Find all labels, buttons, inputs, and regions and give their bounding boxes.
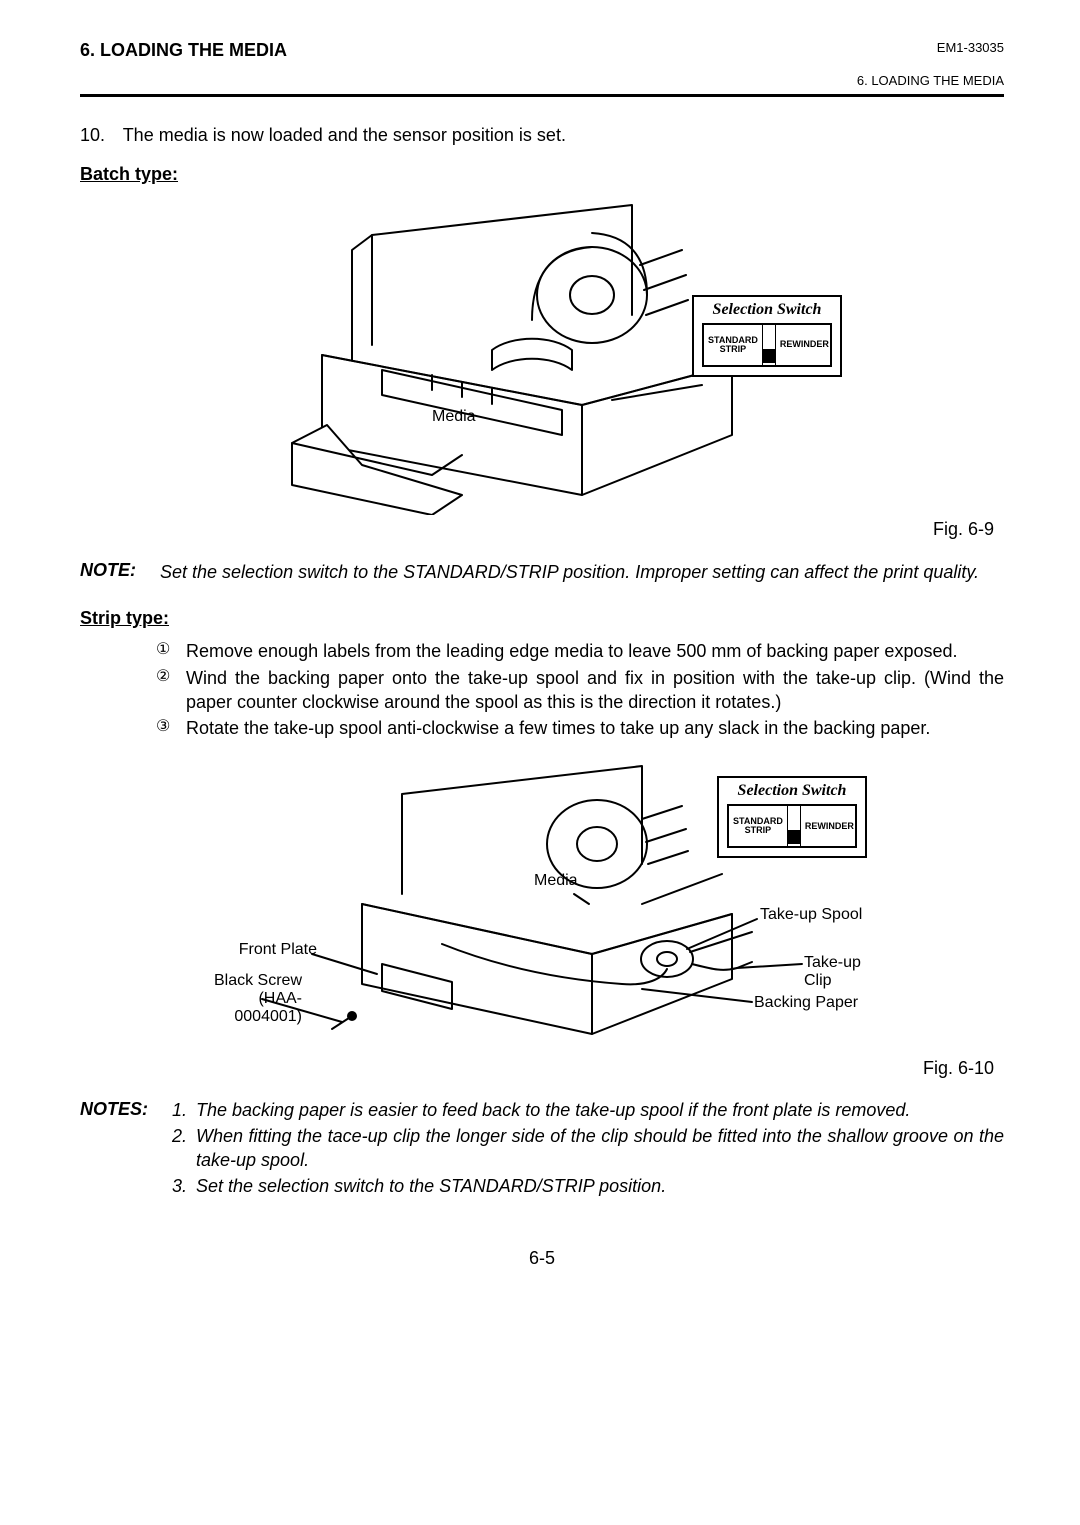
label-media-2: Media: [534, 872, 578, 890]
strip-step-3: ③ Rotate the take-up spool anti-clockwis…: [156, 716, 1004, 740]
selection-switch-callout-1: Selection Switch STANDARD STRIP REWINDER: [692, 295, 842, 377]
switch-title-1: Selection Switch: [702, 301, 832, 319]
text-3: Rotate the take-up spool anti-clockwise …: [186, 716, 1004, 740]
doc-code: EM1-33035: [857, 40, 1004, 55]
switch-title-2: Selection Switch: [727, 782, 857, 800]
switch-left-bot-1: STRIP: [708, 345, 758, 354]
notes-item-1: 1. The backing paper is easier to feed b…: [172, 1099, 1004, 1123]
notes-2-t: When fitting the tace-up clip the longer…: [196, 1125, 1004, 1173]
label-backing-paper: Backing Paper: [754, 994, 858, 1012]
fig-6-10-caption: Fig. 6-10: [80, 1058, 1004, 1079]
notes-3-n: 3.: [172, 1175, 196, 1199]
switch-inner-1: STANDARD STRIP REWINDER: [702, 323, 832, 367]
header-rule: [80, 94, 1004, 97]
strip-step-2: ② Wind the backing paper onto the take-u…: [156, 666, 1004, 715]
notes-1-n: 1.: [172, 1099, 196, 1123]
switch-slot-2: [788, 806, 800, 846]
switch-knob-2: [788, 830, 800, 844]
switch-right-text-2: REWINDER: [805, 822, 854, 831]
text-2: Wind the backing paper onto the take-up …: [186, 666, 1004, 715]
notes-label: NOTES:: [80, 1099, 172, 1200]
figure-6-10: Media Front Plate Black Screw (HAA-00040…: [80, 754, 1004, 1079]
switch-right-1: REWINDER: [775, 325, 833, 365]
text-1: Remove enough labels from the leading ed…: [186, 639, 1004, 663]
mark-1: ①: [156, 639, 186, 663]
label-front-plate: Front Plate: [232, 941, 317, 959]
note-block: NOTE: Set the selection switch to the ST…: [80, 560, 1004, 584]
switch-right-2: REWINDER: [800, 806, 858, 846]
figure-6-9: Media Selection Switch STANDARD STRIP RE…: [80, 195, 1004, 540]
notes-1-t: The backing paper is easier to feed back…: [196, 1099, 1004, 1123]
mark-3: ③: [156, 716, 186, 740]
switch-slot-1: [763, 325, 775, 365]
header-sub: 6. LOADING THE MEDIA: [857, 73, 1004, 88]
notes-item-2: 2. When fitting the tace-up clip the lon…: [172, 1125, 1004, 1173]
page-number: 6-5: [80, 1248, 1004, 1269]
strip-steps: ① Remove enough labels from the leading …: [80, 639, 1004, 740]
label-black-screw-1: Black Screw: [192, 972, 302, 990]
strip-step-1: ① Remove enough labels from the leading …: [156, 639, 1004, 663]
step-10-text: The media is now loaded and the sensor p…: [123, 125, 566, 145]
switch-left-2: STANDARD STRIP: [729, 806, 788, 846]
notes-list: 1. The backing paper is easier to feed b…: [172, 1099, 1004, 1200]
label-take-up-spool: Take-up Spool: [760, 906, 862, 924]
mark-2: ②: [156, 666, 186, 715]
switch-knob-1: [763, 349, 775, 363]
selection-switch-callout-2: Selection Switch STANDARD STRIP REWINDER: [717, 776, 867, 858]
note-label: NOTE:: [80, 560, 160, 584]
step-10: 10. The media is now loaded and the sens…: [80, 125, 1004, 146]
header-right: EM1-33035 6. LOADING THE MEDIA: [857, 40, 1004, 88]
strip-title: Strip type:: [80, 608, 1004, 629]
switch-left-bot-2: STRIP: [733, 826, 783, 835]
label-black-screw-2: (HAA-0004001): [192, 990, 302, 1026]
notes-2-n: 2.: [172, 1125, 196, 1173]
step-10-num: 10.: [80, 125, 118, 146]
label-take-up-clip: Take-up Clip: [804, 954, 892, 990]
switch-left-1: STANDARD STRIP: [704, 325, 763, 365]
switch-right-text-1: REWINDER: [780, 340, 829, 349]
switch-inner-2: STANDARD STRIP REWINDER: [727, 804, 857, 848]
note-text: Set the selection switch to the STANDARD…: [160, 560, 1004, 584]
notes-block: NOTES: 1. The backing paper is easier to…: [80, 1099, 1004, 1200]
fig-6-9-caption: Fig. 6-9: [80, 519, 1004, 540]
notes-3-t: Set the selection switch to the STANDARD…: [196, 1175, 1004, 1199]
page-header: 6. LOADING THE MEDIA EM1-33035 6. LOADIN…: [80, 40, 1004, 88]
header-left: 6. LOADING THE MEDIA: [80, 40, 287, 61]
notes-item-3: 3. Set the selection switch to the STAND…: [172, 1175, 1004, 1199]
batch-title: Batch type:: [80, 164, 1004, 185]
label-media-1: Media: [432, 408, 476, 426]
